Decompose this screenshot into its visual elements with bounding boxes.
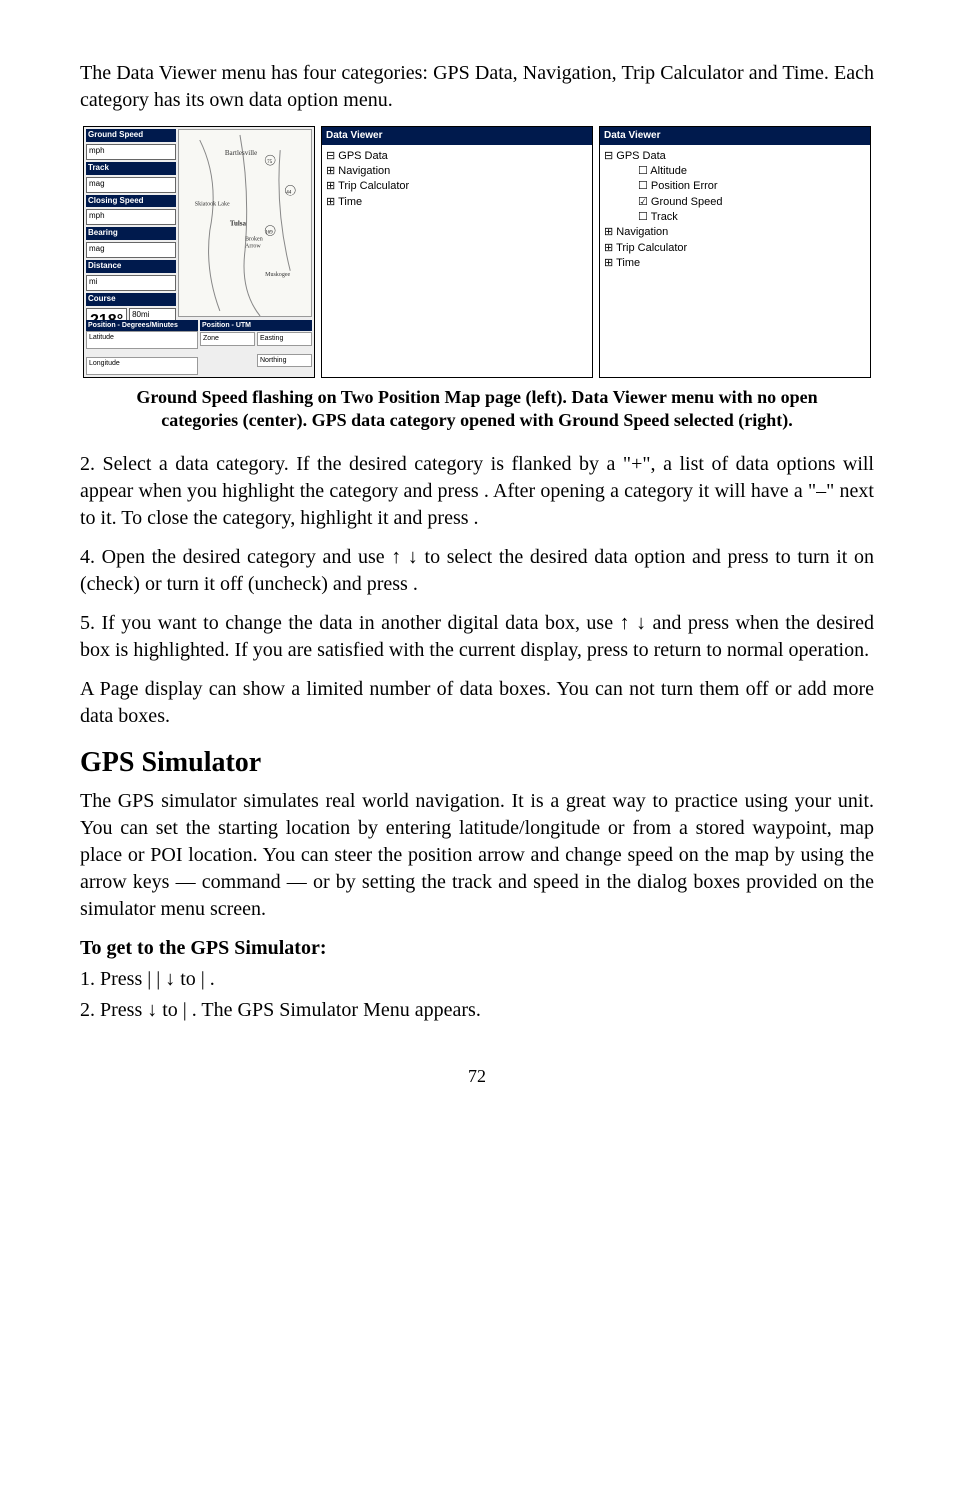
para-step2: 2. Select a data category. If the desire… (80, 451, 874, 532)
label-track: Track (86, 162, 176, 175)
figure-row: Ground Speed mph Track mag Closing Speed… (80, 126, 874, 378)
svg-text:169: 169 (265, 231, 273, 236)
tree-item: ⊞ Trip Calculator (604, 241, 866, 256)
label-distance: Distance (86, 260, 176, 273)
svg-text:Bartlesville: Bartlesville (225, 149, 257, 157)
page-number: 72 (80, 1064, 874, 1088)
svg-text:Muskogee: Muskogee (265, 272, 290, 278)
zone-cell: Zone (200, 332, 255, 345)
tree-item: ☐ Altitude (604, 164, 866, 179)
val-bearing: mag (86, 242, 176, 258)
step-1: 1. Press | | ↓ to | . (80, 966, 874, 993)
para-simulator: The GPS simulator simulates real world n… (80, 788, 874, 923)
map-bottom-panels: Position - Degrees/Minutes Latitude Long… (86, 320, 312, 375)
right-tree: ⊟ GPS Data☐ Altitude☐ Position Error☑ Gr… (600, 145, 870, 276)
val-closing-speed: mph (86, 209, 176, 225)
figure-center: Data Viewer ⊟ GPS Data⊞ Navigation⊞ Trip… (321, 126, 593, 378)
center-tree: ⊟ GPS Data⊞ Navigation⊞ Trip Calculator⊞… (322, 145, 592, 215)
section-heading: GPS Simulator (80, 744, 874, 782)
svg-text:75: 75 (267, 160, 273, 165)
para-page-display: A Page display can show a limited number… (80, 676, 874, 730)
val-track: mag (86, 177, 176, 193)
figure-right: Data Viewer ⊟ GPS Data☐ Altitude☐ Positi… (599, 126, 871, 378)
tree-item: ⊞ Trip Calculator (326, 179, 588, 194)
tree-item: ⊟ GPS Data (604, 149, 866, 164)
map-side-boxes: Ground Speed mph Track mag Closing Speed… (86, 129, 176, 333)
tree-item: ⊞ Navigation (604, 225, 866, 240)
pos-deg-header: Position - Degrees/Minutes (86, 320, 198, 331)
val-ground-speed: mph (86, 144, 176, 160)
map-area: Bartlesville Skiatook Lake Tulsa Broken … (178, 129, 312, 317)
intro-paragraph: The Data Viewer menu has four categories… (80, 60, 874, 114)
label-bearing: Bearing (86, 227, 176, 240)
svg-text:44: 44 (286, 190, 292, 195)
label-ground-speed: Ground Speed (86, 129, 176, 142)
northing-cell: Northing (257, 354, 312, 367)
tree-item: ⊟ GPS Data (326, 149, 588, 164)
tree-item: ⊞ Time (604, 256, 866, 271)
svg-text:Broken: Broken (245, 237, 263, 243)
svg-text:Arrow: Arrow (245, 244, 261, 250)
tree-item: ⊞ Navigation (326, 164, 588, 179)
svg-text:Skiatook Lake: Skiatook Lake (195, 201, 230, 207)
subheading: To get to the GPS Simulator: (80, 935, 874, 962)
val-distance: mi (86, 275, 176, 291)
label-course: Course (86, 293, 176, 306)
center-title: Data Viewer (322, 127, 592, 145)
step-2: 2. Press ↓ to | . The GPS Simulator Menu… (80, 997, 874, 1024)
figure-left: Ground Speed mph Track mag Closing Speed… (83, 126, 315, 378)
latitude-cell: Latitude (86, 331, 198, 349)
svg-text:Tulsa: Tulsa (230, 220, 247, 228)
figure-caption: Ground Speed flashing on Two Position Ma… (100, 386, 854, 433)
label-closing-speed: Closing Speed (86, 195, 176, 208)
right-title: Data Viewer (600, 127, 870, 145)
para-step4: 4. Open the desired category and use ↑ ↓… (80, 544, 874, 598)
pos-utm-header: Position - UTM (200, 320, 312, 331)
tree-item: ☐ Position Error (604, 179, 866, 194)
tree-item: ☑ Ground Speed (604, 195, 866, 210)
longitude-cell: Longitude (86, 357, 198, 375)
easting-cell: Easting (257, 332, 312, 345)
para-step5: 5. If you want to change the data in ano… (80, 610, 874, 664)
tree-item: ☐ Track (604, 210, 866, 225)
tree-item: ⊞ Time (326, 195, 588, 210)
